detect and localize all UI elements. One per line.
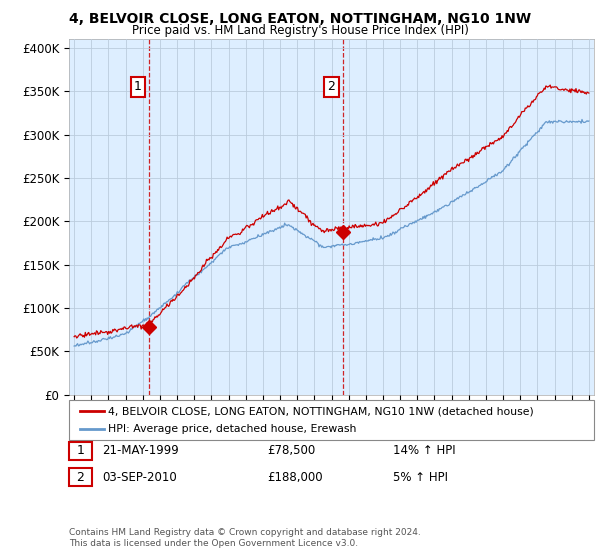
Text: £188,000: £188,000 — [267, 470, 323, 484]
Text: Contains HM Land Registry data © Crown copyright and database right 2024.
This d: Contains HM Land Registry data © Crown c… — [69, 528, 421, 548]
Text: 14% ↑ HPI: 14% ↑ HPI — [393, 444, 455, 458]
Text: 4, BELVOIR CLOSE, LONG EATON, NOTTINGHAM, NG10 1NW (detached house): 4, BELVOIR CLOSE, LONG EATON, NOTTINGHAM… — [108, 407, 534, 417]
Text: Price paid vs. HM Land Registry's House Price Index (HPI): Price paid vs. HM Land Registry's House … — [131, 24, 469, 36]
Text: 21-MAY-1999: 21-MAY-1999 — [102, 444, 179, 458]
Text: 5% ↑ HPI: 5% ↑ HPI — [393, 470, 448, 484]
Text: 1: 1 — [134, 81, 142, 94]
Text: 03-SEP-2010: 03-SEP-2010 — [102, 470, 177, 484]
Text: 4, BELVOIR CLOSE, LONG EATON, NOTTINGHAM, NG10 1NW: 4, BELVOIR CLOSE, LONG EATON, NOTTINGHAM… — [69, 12, 531, 26]
Text: 2: 2 — [76, 470, 85, 484]
Text: 2: 2 — [328, 81, 335, 94]
Text: £78,500: £78,500 — [267, 444, 315, 458]
Text: HPI: Average price, detached house, Erewash: HPI: Average price, detached house, Erew… — [108, 423, 356, 433]
Text: 1: 1 — [76, 444, 85, 458]
